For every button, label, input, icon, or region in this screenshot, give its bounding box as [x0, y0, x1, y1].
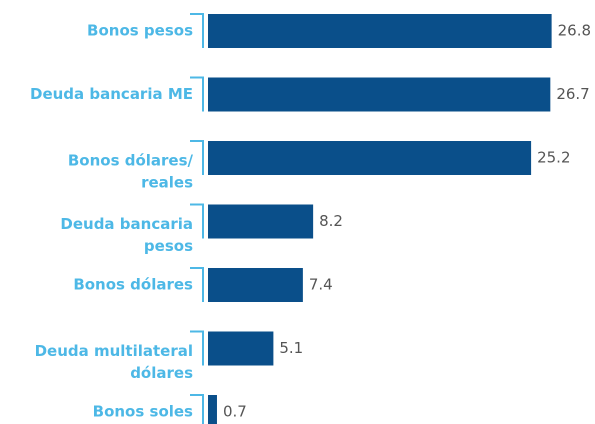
bar [208, 395, 217, 424]
bracket [190, 330, 204, 366]
value-label: 8.2 [319, 212, 343, 230]
bar [208, 141, 532, 175]
category-label: reales [141, 174, 193, 192]
category-label: dólares [130, 364, 193, 382]
category-label: Bonos pesos [87, 22, 193, 40]
value-label: 7.4 [309, 276, 333, 294]
category-label: Deuda bancaria ME [30, 85, 193, 103]
category-label: Deuda multilateral [35, 342, 193, 360]
bracket [190, 203, 204, 239]
value-label: 26.8 [558, 22, 591, 40]
bracket [190, 13, 204, 48]
bracket [190, 267, 204, 302]
bar [208, 204, 314, 239]
category-label: pesos [144, 237, 193, 255]
category-label: Bonos dólares/ [68, 152, 194, 170]
value-label: 5.1 [279, 339, 303, 357]
bar [208, 77, 551, 112]
category-label: Bonos soles [93, 403, 193, 421]
category-label: Deuda bancaria [60, 215, 193, 233]
bracket [190, 76, 204, 112]
bracket [190, 394, 204, 424]
bar [208, 268, 303, 302]
bracket [190, 140, 204, 175]
value-label: 26.7 [556, 85, 589, 103]
bar [208, 331, 274, 366]
category-label: Bonos dólares [73, 276, 193, 294]
bar [208, 14, 552, 48]
value-label: 25.2 [537, 149, 570, 167]
value-label: 0.7 [223, 403, 247, 421]
